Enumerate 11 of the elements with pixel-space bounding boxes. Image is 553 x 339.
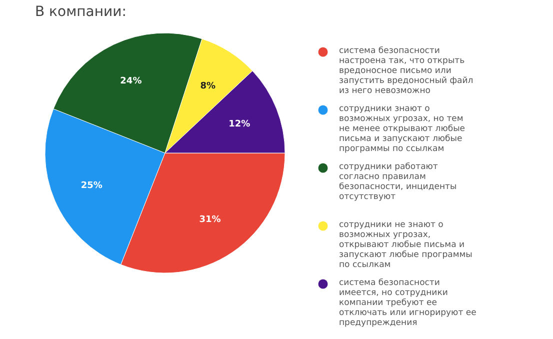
legend-label: система безопасности настроена так, что открыть вредоносное письмо или запустить вредоносный файл из него невозможно: [339, 46, 474, 96]
chart-title: В компании:: [35, 4, 126, 20]
legend-label: система безопасности имеется, но сотрудники компании требуют ее отключать или игнорируют ее предупреждения: [339, 278, 476, 328]
data-label: 8%: [200, 81, 216, 92]
data-label: 31%: [199, 215, 221, 226]
legend-label: сотрудники знают о возможных угрозах, но тем не менее открывают любые письма и запускают любые программы по ссылкам: [339, 104, 466, 154]
data-label: 12%: [228, 120, 250, 130]
data-label: 24%: [120, 76, 142, 87]
data-label: 25%: [80, 180, 102, 191]
legend-label: сотрудники работают согласно правилам безопасности, инциденты отсутствуют: [339, 162, 457, 202]
legend-label: сотрудники не знают о возможных угрозах, открывают любые письма и запускают любые программы по ссылкам: [339, 220, 472, 270]
